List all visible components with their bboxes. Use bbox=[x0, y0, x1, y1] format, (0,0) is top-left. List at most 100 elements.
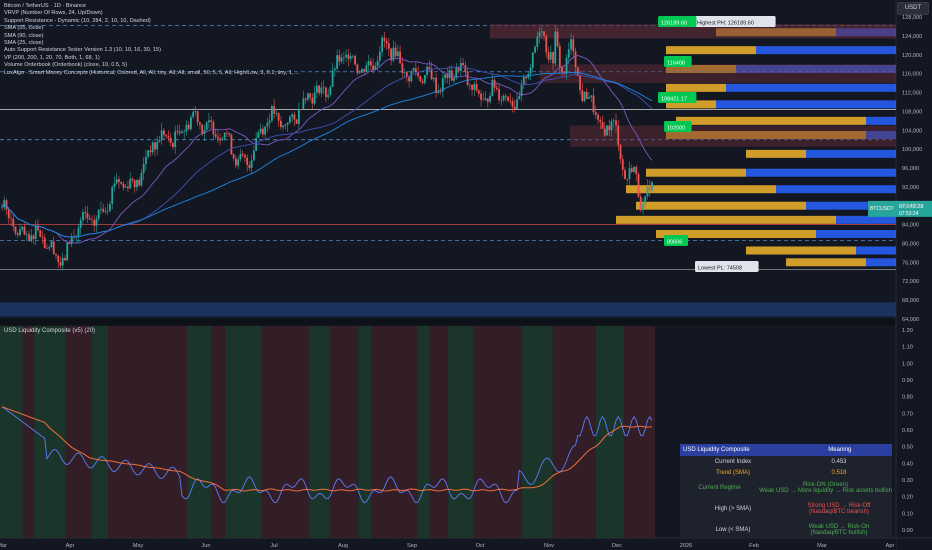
candle-body bbox=[169, 137, 172, 143]
vp-bar-buy bbox=[626, 185, 776, 194]
candle-body bbox=[19, 229, 21, 236]
candle-body bbox=[648, 186, 651, 191]
candle-body bbox=[437, 91, 440, 93]
candle-body bbox=[102, 208, 105, 212]
candle-body bbox=[124, 186, 127, 188]
candle-body bbox=[628, 168, 631, 180]
pane-separator bbox=[0, 319, 932, 325]
candle-body bbox=[394, 47, 397, 57]
candle-body bbox=[129, 178, 132, 189]
candle-body bbox=[127, 186, 129, 189]
time-axis-label: Oct bbox=[476, 543, 485, 549]
regime-band bbox=[417, 326, 430, 538]
candle-body bbox=[403, 72, 406, 74]
regime-band bbox=[473, 326, 496, 538]
candle-body bbox=[599, 119, 602, 122]
candle-body bbox=[500, 100, 503, 101]
candle-body bbox=[358, 72, 361, 74]
candle-body bbox=[293, 114, 296, 120]
legend-volume-orderbook[interactable]: Volume Orderbook (Orderbook) (close, 10,… bbox=[4, 62, 128, 69]
legend-luxalgo-smc[interactable]: LuxAlgo - Smart Money Concepts (Historic… bbox=[4, 69, 300, 76]
candle-body bbox=[579, 75, 581, 91]
regime-label: Current Regime bbox=[698, 485, 741, 491]
candle-body bbox=[156, 141, 159, 150]
candle-body bbox=[351, 55, 354, 57]
candle-body bbox=[603, 128, 606, 136]
legend-auto-sr[interactable]: Auto Support Resistance Tester Version 1… bbox=[4, 47, 161, 54]
regime-band bbox=[91, 326, 109, 538]
regime-line-2: Weak USD → More liquidity → Risk assets … bbox=[759, 488, 892, 494]
time-axis-label: Nov bbox=[544, 543, 554, 549]
legend-sma-25[interactable]: SMA (25, close) bbox=[4, 39, 44, 46]
candle-body bbox=[554, 31, 557, 64]
time-axis-bg bbox=[0, 538, 896, 550]
candle-body bbox=[5, 200, 8, 210]
candle-body bbox=[592, 95, 595, 113]
candle-body bbox=[390, 48, 393, 61]
regime-band bbox=[392, 326, 418, 538]
legend-symbol[interactable]: Bitcoin / TetherUS · 1D · Binance bbox=[4, 3, 86, 9]
candle-body bbox=[302, 98, 305, 110]
time-axis-label: 2026 bbox=[680, 543, 692, 549]
candle-body bbox=[282, 125, 285, 128]
vp-bar-buy bbox=[676, 116, 866, 125]
candle-body bbox=[493, 79, 496, 88]
liquidity-axis-label: 0.60 bbox=[902, 428, 913, 434]
legend-sma-55[interactable]: SMA (55, close) bbox=[4, 25, 44, 32]
candle-body bbox=[221, 138, 224, 141]
candle-body bbox=[228, 132, 231, 135]
liquidity-pane-title[interactable]: USD Liquidity Composite (v5) (20) bbox=[4, 328, 96, 334]
candle-body bbox=[41, 236, 44, 238]
candle-body bbox=[540, 31, 543, 33]
callout-l5 bbox=[664, 235, 688, 246]
current-price-symbol: BTCUSDT bbox=[870, 206, 894, 212]
candle-body bbox=[304, 98, 307, 100]
time-axis-label: Mar bbox=[0, 543, 7, 549]
candle-body bbox=[241, 153, 244, 156]
candle-body bbox=[64, 257, 66, 261]
candle-body bbox=[432, 77, 435, 80]
candle-body bbox=[172, 142, 174, 147]
candle-body bbox=[617, 125, 620, 146]
table-row: Current Regime Risk-ON (Green) Weak USD … bbox=[680, 478, 892, 498]
candle-body bbox=[113, 183, 116, 188]
callout-l2-label: 116408 bbox=[667, 61, 685, 67]
candles bbox=[1, 25, 653, 271]
legend-sma-90[interactable]: SMA (90, close) bbox=[4, 32, 44, 39]
candle-body bbox=[612, 120, 615, 122]
indicator-legend[interactable]: Bitcoin / TetherUS · 1D · Binance VRVP (… bbox=[4, 3, 300, 77]
candle-body bbox=[28, 234, 30, 241]
candle-body bbox=[88, 218, 91, 220]
candle-body bbox=[338, 55, 341, 62]
legend-support-resistance[interactable]: Support Resistance - Dynamic (10, 284, 2… bbox=[4, 17, 151, 24]
candle-body bbox=[410, 70, 413, 82]
regime-band bbox=[65, 326, 92, 538]
candle-body bbox=[464, 65, 467, 72]
candle-body bbox=[61, 257, 64, 266]
candle-body bbox=[473, 84, 476, 90]
candle-body bbox=[635, 166, 638, 175]
supply-zone bbox=[540, 64, 896, 84]
vp-bar-buy bbox=[646, 168, 746, 177]
regime-band bbox=[135, 326, 159, 538]
candle-body bbox=[284, 124, 287, 126]
candle-body bbox=[286, 122, 289, 125]
candle-body bbox=[345, 54, 348, 58]
candle-body bbox=[257, 132, 260, 138]
vp-bar-buy bbox=[746, 149, 806, 158]
legend-vrvp[interactable]: VRVP (Number Of Rows, 24, Up/Down) bbox=[4, 10, 103, 17]
candle-body bbox=[574, 51, 577, 68]
legend-vp[interactable]: VP (200, 200, 1, 20, 70, Both, 1, 68, 1) bbox=[4, 54, 100, 61]
candle-body bbox=[342, 57, 345, 58]
table-row: Low (< SMA) Weak USD → Risk-On (Nasdaq/B… bbox=[680, 520, 892, 539]
candle-body bbox=[347, 54, 350, 59]
regime-band bbox=[552, 326, 565, 538]
regime-band bbox=[34, 326, 56, 538]
regime-band bbox=[55, 326, 66, 538]
candle-body bbox=[525, 76, 527, 79]
candle-body bbox=[538, 32, 541, 37]
supply-zone bbox=[490, 24, 896, 39]
current-price-countdown: 07:53:24 bbox=[899, 211, 919, 217]
currency-button[interactable]: USDT bbox=[897, 2, 929, 15]
